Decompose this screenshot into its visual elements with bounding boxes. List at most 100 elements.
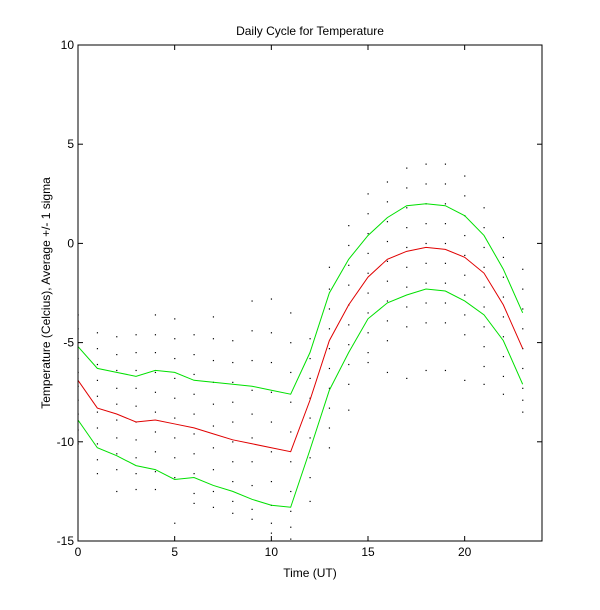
series-lines	[77, 203, 524, 508]
scatter-point	[135, 488, 137, 491]
scatter-point	[116, 419, 118, 421]
scatter-point	[386, 181, 389, 183]
scatter-point	[406, 187, 408, 189]
scatter-point	[251, 389, 253, 391]
scatter-point	[290, 490, 292, 493]
scatter-point	[290, 510, 292, 512]
scatter-point	[406, 377, 408, 380]
scatter-point	[290, 312, 292, 314]
scatter-point	[502, 336, 505, 338]
scatter-point	[251, 330, 253, 332]
scatter-point	[116, 437, 118, 439]
scatter-point	[406, 326, 408, 328]
scatter-point	[232, 381, 234, 383]
scatter-point	[406, 207, 408, 209]
scatter-point	[464, 195, 466, 197]
scatter-point	[348, 383, 350, 385]
scatter-point	[483, 326, 485, 328]
scatter-point	[96, 443, 99, 445]
scatter-point	[174, 397, 176, 399]
scatter-point	[232, 512, 234, 514]
scatter-point	[309, 500, 311, 503]
scatter-point	[483, 306, 485, 308]
scatter-point	[348, 225, 350, 227]
scatter-point	[522, 348, 524, 350]
scatter-point	[425, 302, 427, 304]
scatter-point	[193, 413, 195, 415]
lower-sigma-line	[77, 288, 524, 508]
scatter-point	[135, 439, 137, 441]
scatter-point	[154, 352, 157, 354]
scatter-point	[251, 413, 253, 415]
scatter-point	[348, 324, 350, 326]
scatter-point	[232, 461, 234, 463]
scatter-point	[406, 246, 408, 249]
scatter-point	[522, 399, 524, 401]
scatter-point	[425, 322, 427, 324]
scatter-point	[290, 342, 292, 344]
scatter-point	[212, 447, 215, 449]
scatter-point	[444, 223, 447, 225]
y-axis-ticks: -15 -10 -5 0 5 10	[57, 38, 542, 548]
scatter-point	[328, 348, 331, 350]
chart-title: Daily Cycle for Temperature	[236, 24, 384, 38]
scatter-point	[425, 369, 427, 372]
scatter-point	[328, 407, 331, 409]
scatter-point	[193, 334, 195, 336]
scatter-point	[522, 328, 524, 330]
scatter-point	[328, 367, 331, 370]
scatter-point	[135, 405, 137, 407]
scatter-point	[212, 338, 215, 340]
scatter-point	[348, 264, 350, 266]
scatter-point	[212, 425, 215, 427]
scatter-point	[135, 473, 137, 475]
scatter-point	[483, 246, 485, 249]
scatter-point	[386, 201, 389, 203]
scatter-point	[135, 334, 137, 336]
scatter-point	[154, 411, 157, 413]
scatter-point	[251, 359, 253, 362]
scatter-point	[212, 469, 215, 471]
scatter-point	[328, 266, 331, 268]
scatter-point	[328, 328, 331, 330]
scatter-point	[135, 387, 137, 389]
scatter-point	[309, 377, 311, 380]
scatter-point	[193, 354, 195, 356]
scatter-point	[444, 242, 447, 245]
scatter-point	[444, 302, 447, 304]
scatter-point	[154, 451, 157, 453]
scatter-point	[309, 457, 311, 459]
y-axis-label: Temperature (Celcius), Average +/- 1 sig…	[39, 177, 53, 409]
scatter-point	[464, 294, 466, 296]
scatter-point	[135, 352, 137, 354]
scatter-point	[425, 223, 427, 225]
scatter-point	[96, 363, 99, 366]
scatter-point	[502, 375, 505, 378]
scatter-point	[290, 461, 292, 463]
scatter-point	[348, 409, 350, 411]
scatter-point	[232, 421, 234, 423]
scatter-point	[328, 387, 331, 389]
scatter-point	[174, 417, 176, 419]
scatter-point	[96, 459, 99, 461]
scatter-points	[77, 163, 524, 540]
scatter-point	[444, 163, 447, 165]
x-axis-ticks: 0 5 10 15 20	[75, 45, 472, 559]
scatter-point	[367, 352, 369, 354]
x-tick-label: 0	[75, 545, 82, 559]
scatter-point	[96, 411, 99, 413]
scatter-point	[270, 361, 273, 364]
y-tick-label: 10	[61, 38, 75, 52]
scatter-point	[328, 427, 331, 429]
scatter-point	[309, 417, 311, 419]
scatter-point	[425, 163, 427, 165]
scatter-point	[406, 306, 408, 308]
scatter-point	[522, 367, 524, 370]
scatter-point	[328, 447, 331, 449]
scatter-point	[348, 244, 350, 247]
scatter-point	[386, 340, 389, 342]
scatter-point	[483, 346, 485, 348]
scatter-point	[232, 480, 234, 483]
scatter-point	[116, 387, 118, 389]
